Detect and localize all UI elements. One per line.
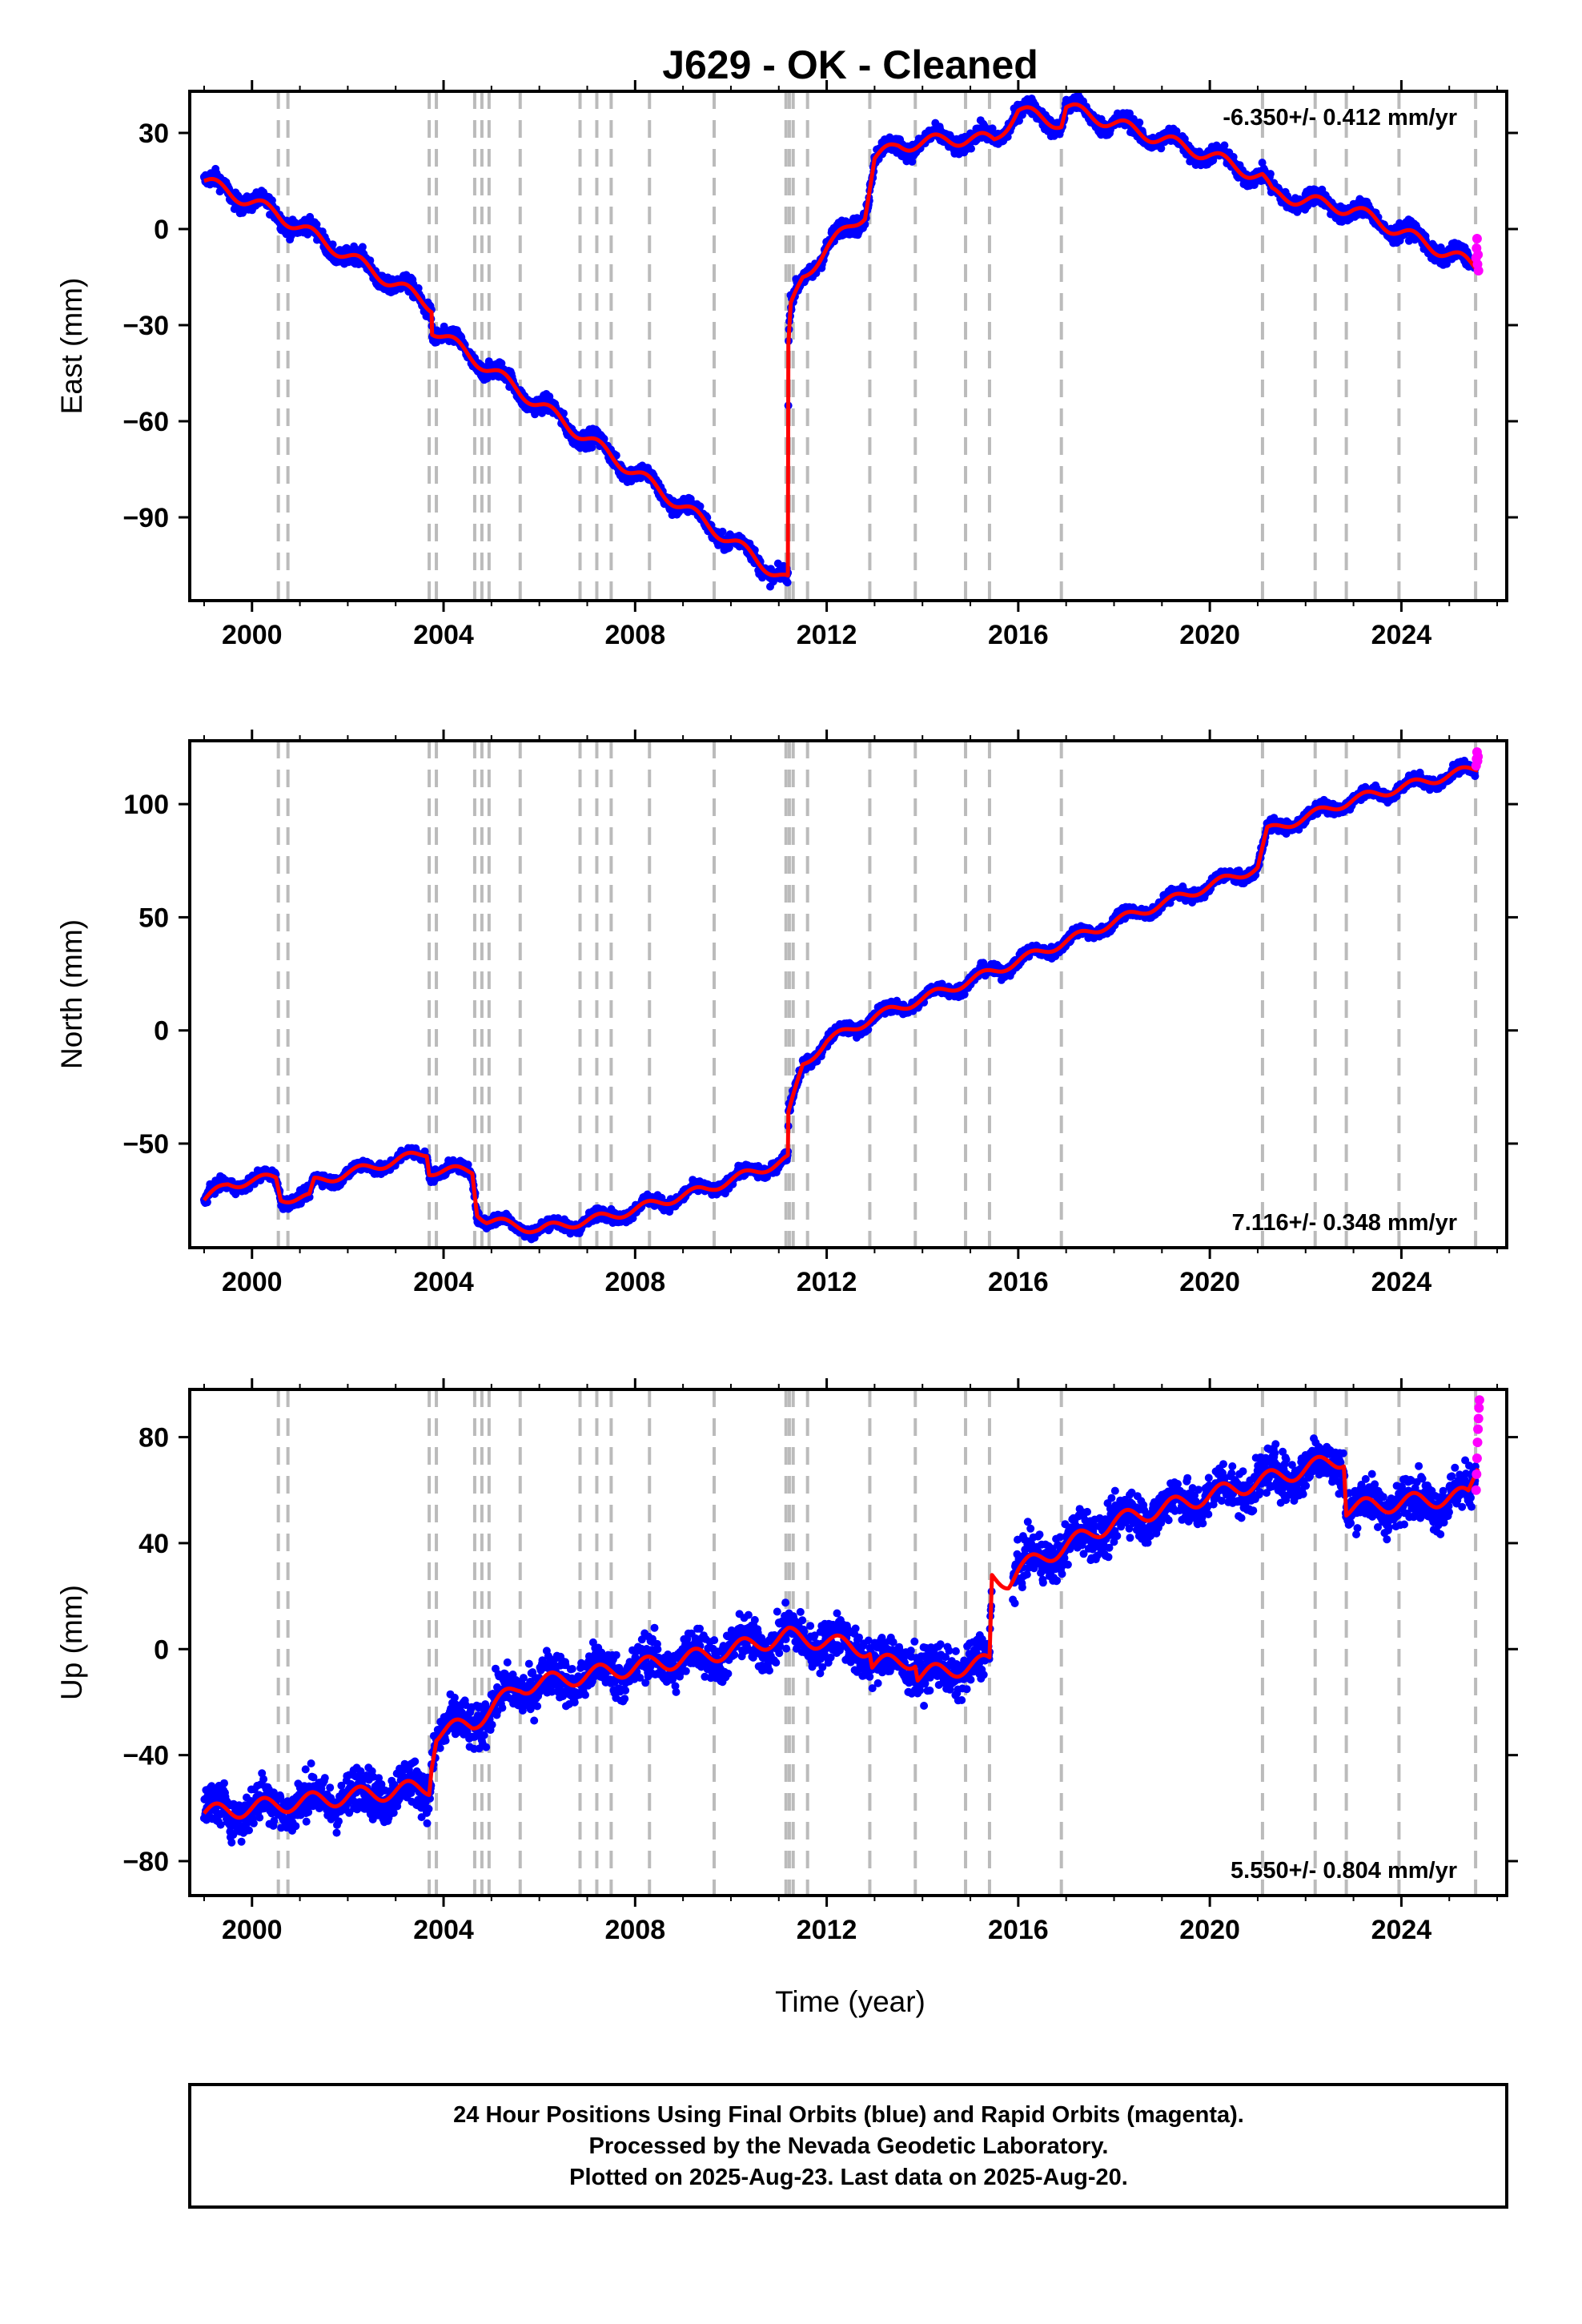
data-point: [783, 578, 792, 587]
data-point: [560, 409, 568, 418]
plot-area: [199, 741, 1484, 1248]
x-tick-label: 2004: [413, 620, 474, 650]
y-tick-label: −60: [122, 407, 169, 437]
plot-frame: [188, 90, 1508, 602]
y-tick-label: 30: [139, 119, 169, 149]
x-tick-label: 2000: [222, 620, 283, 650]
y-tick-label: −90: [122, 503, 169, 533]
final-orbit-points: [199, 91, 1480, 591]
velocity-annotation: -6.350+/- 0.412 mm/yr: [1223, 105, 1457, 131]
data-point: [967, 144, 975, 153]
data-point: [350, 242, 359, 251]
y-tick-label: −30: [122, 311, 169, 341]
x-tick-label: 2008: [604, 620, 665, 650]
x-tick-label: 2024: [1371, 620, 1432, 650]
figure-title: J629 - OK - Cleaned: [662, 42, 1038, 87]
north-panel: 2000 2004 2008 2012 2016 2020 2024−50050100Nor…: [55, 730, 1518, 1297]
rapid-point: [1472, 234, 1482, 243]
x-tick-label: 2012: [797, 620, 857, 650]
data-point: [1135, 119, 1144, 127]
data-point: [328, 240, 337, 249]
x-tick-label: 2016: [988, 620, 1049, 650]
rapid-point: [1473, 266, 1484, 275]
x-tick-label: 2020: [1179, 620, 1240, 650]
y-tick-label: 0: [154, 215, 169, 245]
model-line: [203, 102, 1480, 578]
y-axis-label: East (mm): [55, 278, 88, 415]
plot-area: [199, 91, 1484, 601]
rapid-point: [1473, 250, 1484, 259]
final-orbit-points: [199, 756, 1480, 1244]
data-point: [696, 502, 705, 511]
data-point: [414, 283, 423, 292]
data-point: [234, 191, 243, 200]
data-point: [1266, 170, 1275, 179]
data-point: [358, 243, 367, 251]
east-panel: 2000 2004 2008 2012 2016 2020 2024 −90 −60 −30 0 30…: [55, 80, 1518, 650]
